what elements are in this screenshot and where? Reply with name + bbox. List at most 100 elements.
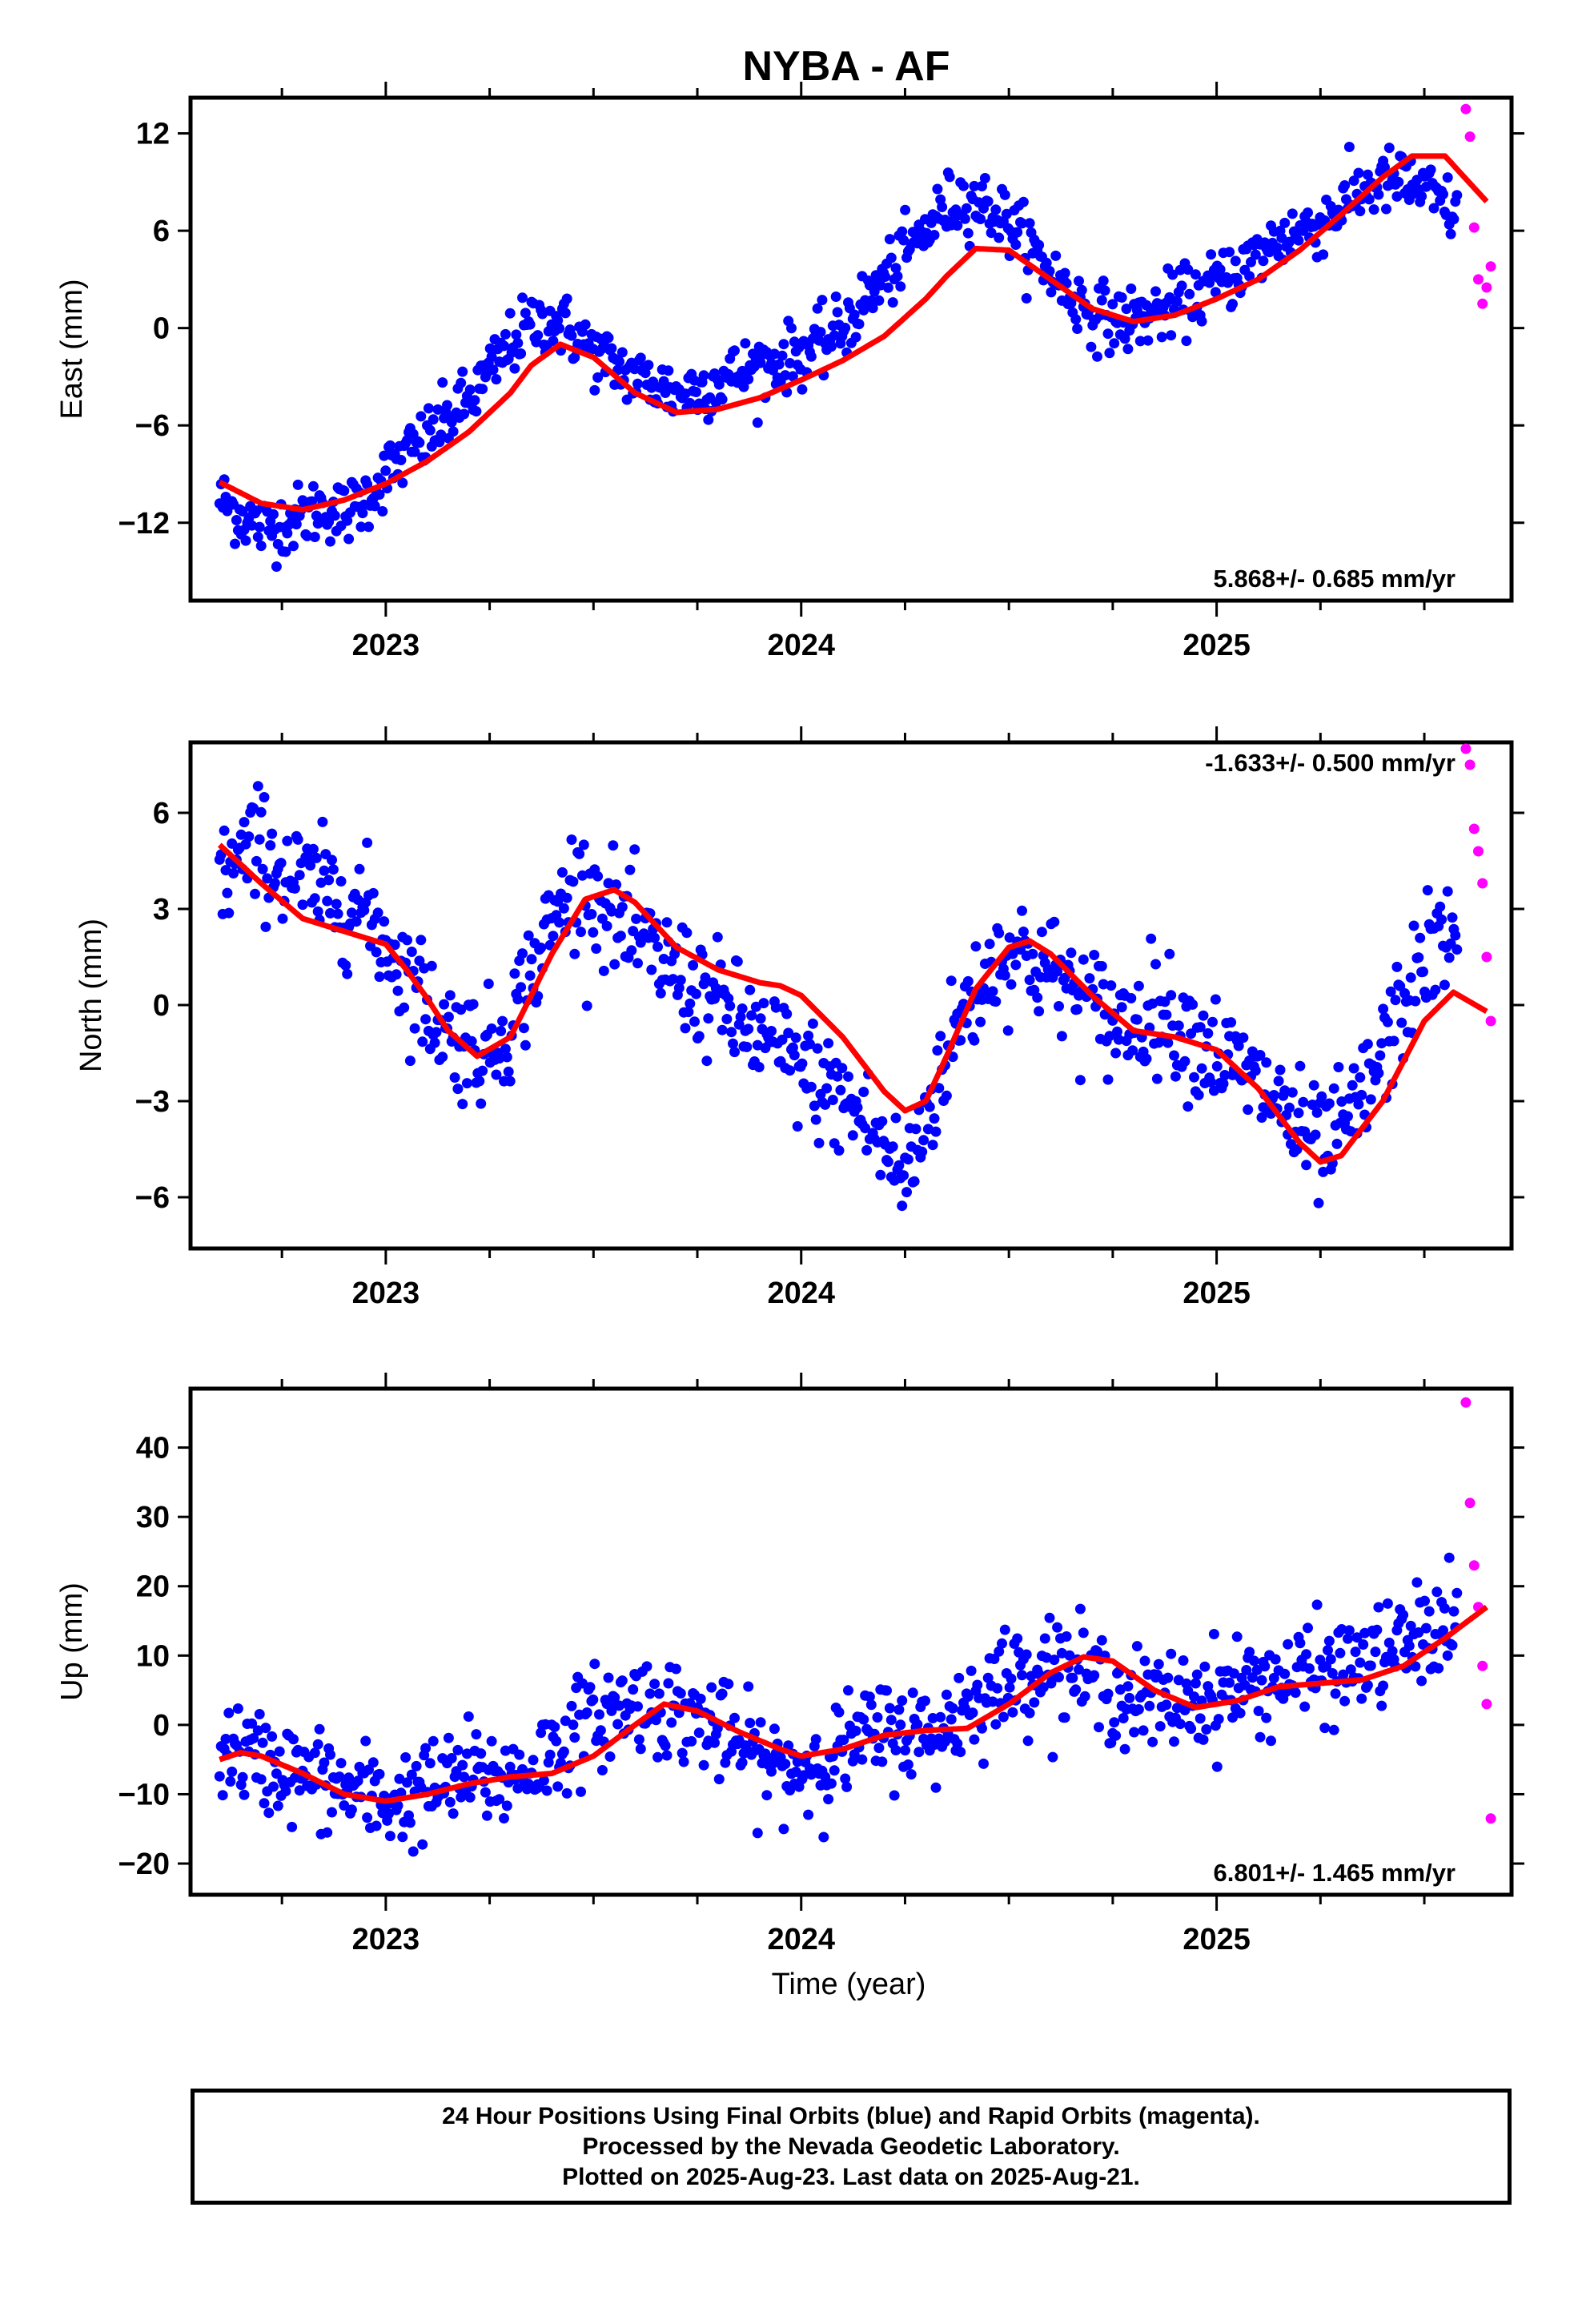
east-final-point — [787, 371, 798, 382]
north-final-point — [1355, 1072, 1366, 1083]
east-final-point — [698, 370, 709, 381]
up-final-point — [568, 1719, 579, 1731]
footer-line-3: Plotted on 2025-Aug-23. Last data on 202… — [562, 2163, 1140, 2190]
up-final-point — [820, 1771, 831, 1783]
north-final-point — [1219, 1070, 1231, 1080]
north-final-point — [898, 1170, 909, 1181]
north-final-point — [404, 1055, 416, 1067]
up-final-point — [947, 1703, 958, 1714]
north-final-point — [1189, 1072, 1199, 1083]
north-final-point — [649, 932, 661, 943]
east-final-point — [815, 327, 826, 338]
up-final-point — [902, 1759, 913, 1770]
north-final-point — [608, 840, 619, 851]
up-final-point — [1439, 1602, 1450, 1614]
chart-title: NYBA - AF — [742, 43, 950, 90]
east-final-point — [632, 378, 643, 389]
north-final-point — [1256, 1112, 1267, 1123]
up-final-point — [1259, 1661, 1271, 1672]
north-final-point — [909, 1176, 920, 1187]
up-plot-frame — [188, 1386, 1514, 1897]
up-final-point — [420, 1743, 432, 1754]
east-final-point — [614, 356, 624, 368]
north-final-point — [882, 1156, 893, 1168]
up-final-point — [677, 1747, 688, 1759]
up-final-point — [652, 1751, 663, 1763]
north-final-point — [591, 943, 602, 954]
north-final-point — [721, 1014, 733, 1024]
up-final-point — [561, 1787, 572, 1799]
east-final-point — [291, 519, 302, 530]
north-final-point — [379, 916, 390, 927]
up-final-point — [930, 1782, 942, 1793]
up-final-point — [584, 1682, 596, 1693]
up-final-point — [712, 1723, 723, 1734]
east-final-point — [423, 403, 434, 414]
up-ytick-label: 30 — [136, 1501, 170, 1534]
north-final-point — [1405, 972, 1416, 983]
up-final-point — [408, 1846, 419, 1857]
up-final-point — [1191, 1669, 1203, 1680]
east-final-point — [437, 377, 448, 388]
up-final-point — [698, 1759, 709, 1771]
up-final-point — [588, 1694, 599, 1705]
north-final-point — [260, 921, 271, 932]
up-final-point — [325, 1749, 335, 1760]
up-final-point — [766, 1766, 777, 1777]
up-final-point — [962, 1691, 974, 1702]
north-final-point — [661, 917, 673, 928]
up-final-point — [327, 1807, 337, 1818]
east-final-point — [477, 384, 488, 395]
up-final-point — [920, 1695, 930, 1707]
north-final-point — [289, 883, 300, 894]
east-final-point — [840, 323, 851, 333]
up-final-point — [294, 1785, 305, 1796]
east-fit-curve — [218, 153, 1489, 513]
up-final-point — [480, 1787, 491, 1798]
up-final-point — [935, 1711, 946, 1723]
east-final-point — [778, 339, 789, 350]
north-final-point — [1098, 979, 1109, 990]
east-final-point — [1287, 208, 1298, 219]
north-final-point — [743, 1023, 754, 1035]
north-final-point — [1195, 1022, 1206, 1033]
up-final-point — [254, 1709, 265, 1719]
east-final-point — [887, 297, 898, 308]
north-final-point — [652, 941, 663, 952]
east-final-point — [929, 230, 940, 240]
up-final-point — [457, 1759, 468, 1771]
north-final-point — [255, 806, 267, 818]
north-final-point — [312, 906, 323, 917]
east-final-point — [464, 384, 476, 396]
up-final-point — [912, 1719, 923, 1730]
north-final-point — [392, 985, 404, 996]
north-final-point — [1348, 1063, 1359, 1074]
up-final-point — [1325, 1654, 1336, 1665]
north-final-point — [935, 1031, 946, 1042]
up-final-point — [1343, 1633, 1353, 1644]
up-final-point — [865, 1699, 877, 1711]
north-ytick-label: 3 — [153, 893, 170, 927]
up-final-point — [1328, 1724, 1339, 1735]
up-final-point — [459, 1771, 470, 1783]
east-final-point — [1206, 249, 1217, 260]
east-final-point — [500, 328, 511, 340]
up-final-point — [890, 1745, 901, 1755]
north-final-point — [1388, 1035, 1399, 1047]
east-final-point — [240, 535, 251, 546]
east-final-point — [309, 532, 320, 542]
north-final-point — [1131, 1014, 1142, 1025]
up-final-point — [1443, 1552, 1455, 1563]
up-final-point — [1248, 1655, 1259, 1667]
east-final-point — [1303, 207, 1313, 218]
up-final-point — [443, 1732, 454, 1743]
north-final-point — [516, 982, 527, 993]
up-final-point — [840, 1773, 851, 1784]
east-final-point — [548, 336, 559, 347]
north-final-point — [228, 868, 239, 879]
up-final-point — [1452, 1587, 1463, 1598]
north-final-point — [497, 1015, 508, 1027]
up-final-point — [1301, 1649, 1312, 1660]
east-final-point — [377, 506, 388, 517]
